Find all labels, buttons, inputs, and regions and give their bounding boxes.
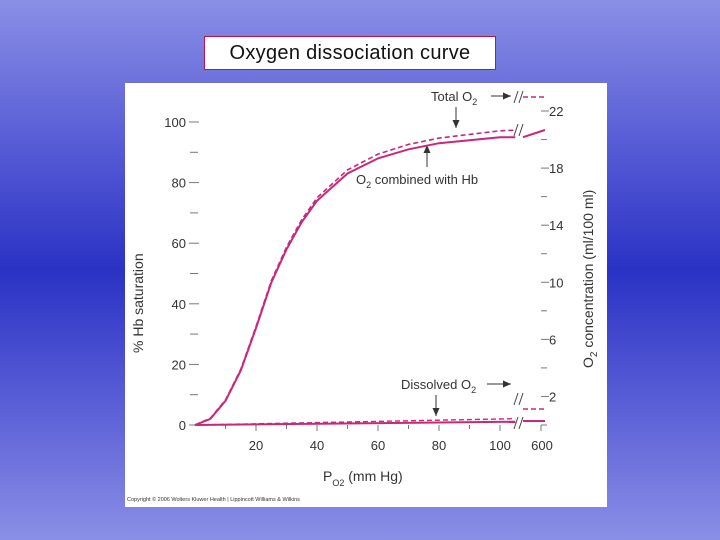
annotation-dissolved-o2: Dissolved O2 bbox=[401, 377, 476, 395]
chart-panel: 0 20 40 60 80 100 2 6 10 14 18 22 20 40 60 80 100 600 % H… bbox=[125, 83, 607, 507]
y-left-tick-label: 40 bbox=[172, 297, 186, 312]
y-left-tick-label: 20 bbox=[172, 357, 186, 372]
x-tick-label: 60 bbox=[371, 438, 385, 453]
x-tick-label: 20 bbox=[249, 438, 263, 453]
x-tick-label: 80 bbox=[432, 438, 446, 453]
y-left-tick-label: 80 bbox=[172, 176, 186, 191]
x-tick-label: 600 bbox=[531, 438, 553, 453]
y-axis-right-label: O2 concentration (ml/100 ml) bbox=[580, 190, 600, 368]
axis-break-mark bbox=[513, 90, 519, 104]
annotation-total-o2: Total O2 bbox=[431, 89, 477, 107]
annotation-o2-combined: O2 combined with Hb bbox=[356, 172, 478, 190]
axis-break-mark bbox=[518, 392, 524, 406]
axis-break-mark bbox=[518, 90, 524, 104]
curve-dissolved-o2-dashed bbox=[194, 417, 516, 426]
x-tick-label: 40 bbox=[310, 438, 324, 453]
y-left-tick-label: 0 bbox=[179, 418, 186, 433]
slide-title: Oxygen dissociation curve bbox=[204, 36, 496, 70]
oxygen-dissociation-chart: 0 20 40 60 80 100 2 6 10 14 18 22 20 40 60 80 100 600 % H… bbox=[127, 89, 600, 503]
axis-break-mark bbox=[518, 123, 524, 137]
y-right-tick-label: 2 bbox=[549, 389, 556, 404]
y-right-tick-label: 6 bbox=[549, 332, 556, 347]
curve-dissolved-o2 bbox=[194, 420, 516, 426]
arrow-o2-combined-head bbox=[423, 145, 431, 153]
y-right-tick-label: 14 bbox=[549, 218, 563, 233]
y-right-tick-label: 22 bbox=[549, 104, 563, 119]
y-axis-left-label: % Hb saturation bbox=[130, 253, 146, 353]
axis-break-mark bbox=[513, 123, 519, 137]
arrow-total-o2-down-head bbox=[452, 120, 460, 128]
x-axis-label: PO2 (mm Hg) bbox=[323, 468, 403, 488]
arrow-total-o2-head bbox=[503, 92, 511, 100]
arrow-dissolved-o2-down-head bbox=[432, 408, 440, 416]
curve-total-o2 bbox=[194, 129, 516, 426]
arrow-dissolved-o2-head bbox=[503, 380, 511, 388]
axis-break-mark bbox=[513, 416, 519, 430]
y-right-tick-label: 10 bbox=[549, 275, 563, 290]
y-left-tick-label: 100 bbox=[164, 115, 186, 130]
extension-combined bbox=[522, 129, 546, 139]
copyright-notice: Copyright © 2006 Wolters Kluwer Health |… bbox=[127, 496, 300, 503]
axis-break-mark bbox=[518, 416, 524, 430]
y-left-tick-label: 60 bbox=[172, 236, 186, 251]
x-tick-label: 100 bbox=[489, 438, 511, 453]
y-right-tick-label: 18 bbox=[549, 161, 563, 176]
axis-break-mark bbox=[513, 392, 519, 406]
